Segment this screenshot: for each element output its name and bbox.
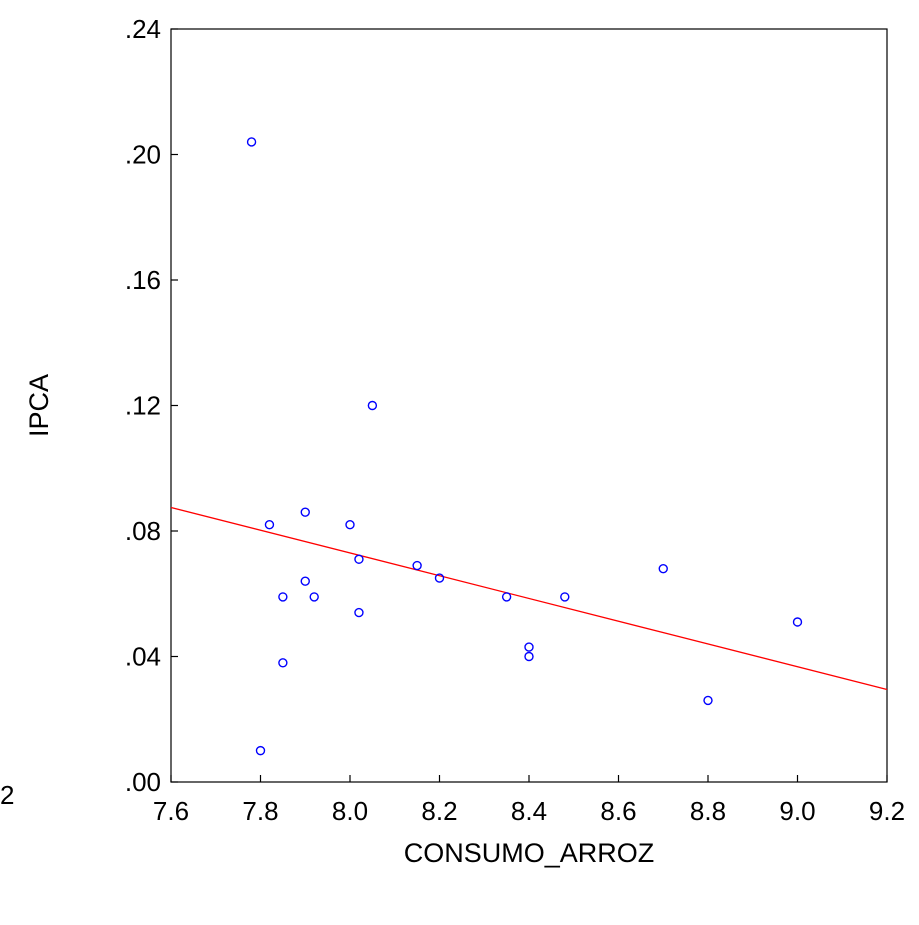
data-point: [354, 554, 364, 564]
plot-frame: [170, 28, 888, 783]
data-point: [792, 617, 803, 627]
x-tick-label: 7.6: [153, 796, 189, 826]
x-tick-label: 9.0: [779, 796, 815, 826]
data-point: [264, 520, 275, 530]
y-axis: .00 .04 .08 .12 .16 .20 .24: [125, 14, 178, 797]
data-point: [434, 573, 445, 583]
x-axis: 7.6 7.8 8.0 8.2 8.4 8.6 8.8 9.0 9.2: [153, 775, 905, 826]
data-point: [412, 560, 422, 571]
data-point: [524, 642, 534, 652]
data-points-layer: [246, 137, 803, 756]
clipped-tick-label: 2: [0, 780, 15, 810]
y-tick-label: .12: [125, 391, 161, 421]
data-point: [300, 576, 310, 586]
y-tick-label: .00: [125, 767, 161, 797]
data-point: [255, 745, 266, 756]
data-point: [278, 592, 288, 602]
x-tick-label: 8.8: [690, 796, 726, 826]
data-point: [300, 507, 310, 517]
x-tick-label: 8.6: [600, 796, 636, 826]
data-point: [246, 137, 257, 147]
data-point: [524, 651, 534, 662]
regression-line-layer: [170, 506, 888, 691]
data-point: [367, 400, 378, 411]
data-point: [278, 658, 288, 668]
y-tick-label: .08: [125, 516, 161, 546]
data-point: [658, 563, 668, 574]
y-tick-label: .24: [125, 14, 161, 44]
x-tick-label: 9.2: [869, 796, 905, 826]
y-axis-title: IPCA: [24, 374, 54, 437]
x-axis-title: CONSUMO_ARROZ: [404, 838, 655, 868]
y-tick-label: .16: [125, 265, 161, 295]
y-tick-label: .20: [125, 140, 161, 170]
data-point: [354, 607, 364, 618]
x-tick-label: 8.2: [421, 796, 457, 826]
x-tick-label: 8.4: [511, 796, 547, 826]
y-tick-label: .04: [125, 642, 161, 672]
data-point: [345, 520, 355, 530]
data-point: [560, 592, 570, 602]
plot-area: [170, 28, 888, 783]
x-tick-label: 7.8: [242, 796, 278, 826]
data-point: [501, 592, 512, 602]
regression-line: [170, 506, 888, 691]
x-tick-label: 8.0: [332, 796, 368, 826]
data-point: [703, 695, 713, 706]
data-point: [309, 592, 319, 602]
